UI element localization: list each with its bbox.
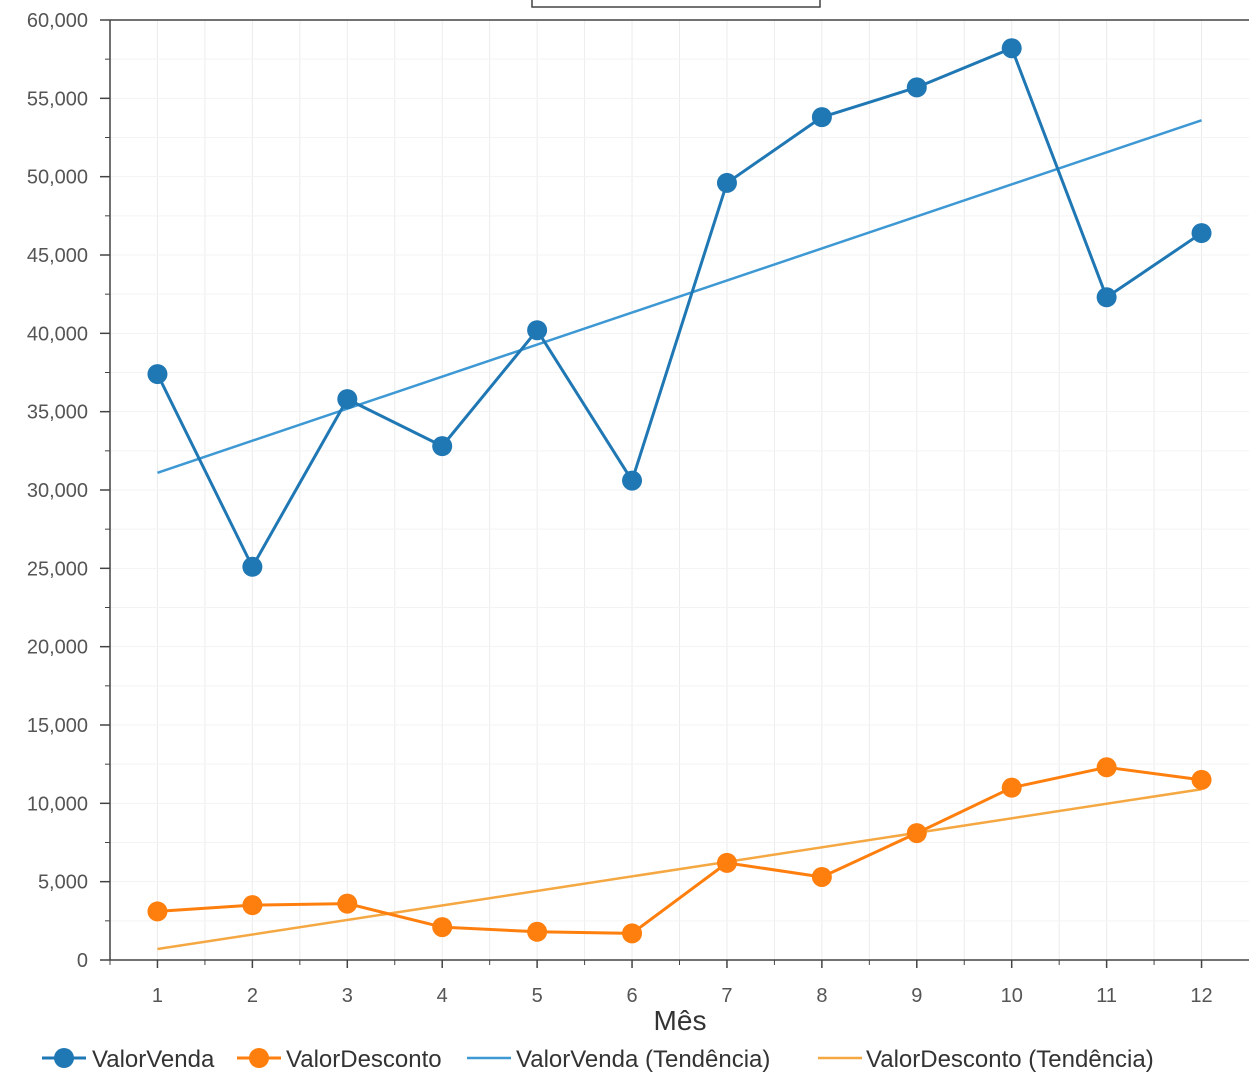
valorvenda-point [906,77,927,98]
valordesconto-point [811,866,832,887]
valorvenda-point [527,320,548,341]
valordesconto-point [1191,769,1212,790]
y-tick-label: 50,000 [27,167,88,189]
valorvenda-point [1191,223,1212,244]
valorvenda-point [622,470,643,491]
y-tick-label: 35,000 [27,402,88,424]
legend-label-valordesconto-tend-ncia: ValorDesconto (Tendência) [866,1046,1154,1073]
valorvenda-point [147,364,168,385]
y-tick-label: 15,000 [27,715,88,737]
valordesconto-point [622,923,643,944]
y-tick-label: 45,000 [27,245,88,267]
x-tick-label: 1 [152,985,163,1007]
x-tick-label: 6 [626,985,637,1007]
valordesconto-point [1096,757,1117,778]
x-tick-label: 5 [532,985,543,1007]
valorvenda-line [156,46,1203,569]
y-tick-label: 5,000 [38,872,88,894]
valorvenda-point [716,172,737,193]
y-tick-label: 40,000 [27,323,88,345]
valordesconto-point [906,823,927,844]
y-tick-label: 0 [77,950,88,972]
valordesconto-point [527,921,548,942]
valordesconto-point [147,901,168,922]
legend-label-valorvenda-tend-ncia: ValorVenda (Tendência) [516,1046,770,1073]
x-tick-label: 8 [816,985,827,1007]
y-tick-label: 10,000 [27,793,88,815]
legend: ValorVenda ValorDesconto ValorVenda (Tendê… [42,1046,1154,1073]
valorvenda-point [242,556,263,577]
x-axis-ticks: 1 2 3 4 5 6 7 8 9 10 11 12 [109,960,1213,1007]
x-tick-label: 7 [721,985,732,1007]
valordesconto-tend-ncia-line [157,787,1202,951]
valorvenda-point [432,436,453,457]
x-tick-label: 12 [1190,985,1212,1007]
x-axis-title: Mês [654,1005,707,1036]
valordesconto-line [157,765,1202,935]
x-tick-label: 2 [247,985,258,1007]
x-tick-label: 3 [342,985,353,1007]
y-tick-label: 30,000 [27,480,88,502]
y-tick-label: 60,000 [27,10,88,32]
valordesconto-point [1001,777,1022,798]
legend-label-valorvenda: ValorVenda [92,1046,215,1073]
x-tick-label: 10 [1001,985,1023,1007]
x-tick-label: 4 [437,985,448,1007]
valordesconto-point [242,895,263,916]
plot-area [147,38,1212,951]
valorvenda-point [811,107,832,128]
x-tick-label: 11 [1096,985,1117,1007]
title-box [531,0,821,8]
y-tick-label: 55,000 [27,88,88,110]
y-tick-label: 25,000 [27,558,88,580]
legend-marker-valordesconto [249,1048,269,1068]
valorvenda-tend-ncia-line [157,119,1202,474]
valordesconto-point [432,917,453,938]
valorvenda-point [1001,38,1022,59]
valorvenda-point [1096,287,1117,308]
valordesconto-point [716,852,737,873]
legend-marker-valorvenda [54,1048,74,1068]
x-tick-label: 9 [911,985,922,1007]
y-axis-ticks: 0 5,000 10,000 15,000 20,000 25,000 30,000 35,0… [27,10,110,972]
y-tick-label: 20,000 [27,637,88,659]
legend-label-valordesconto: ValorDesconto [286,1046,442,1073]
valordesconto-point [337,893,358,914]
valorvenda-point [337,389,358,410]
